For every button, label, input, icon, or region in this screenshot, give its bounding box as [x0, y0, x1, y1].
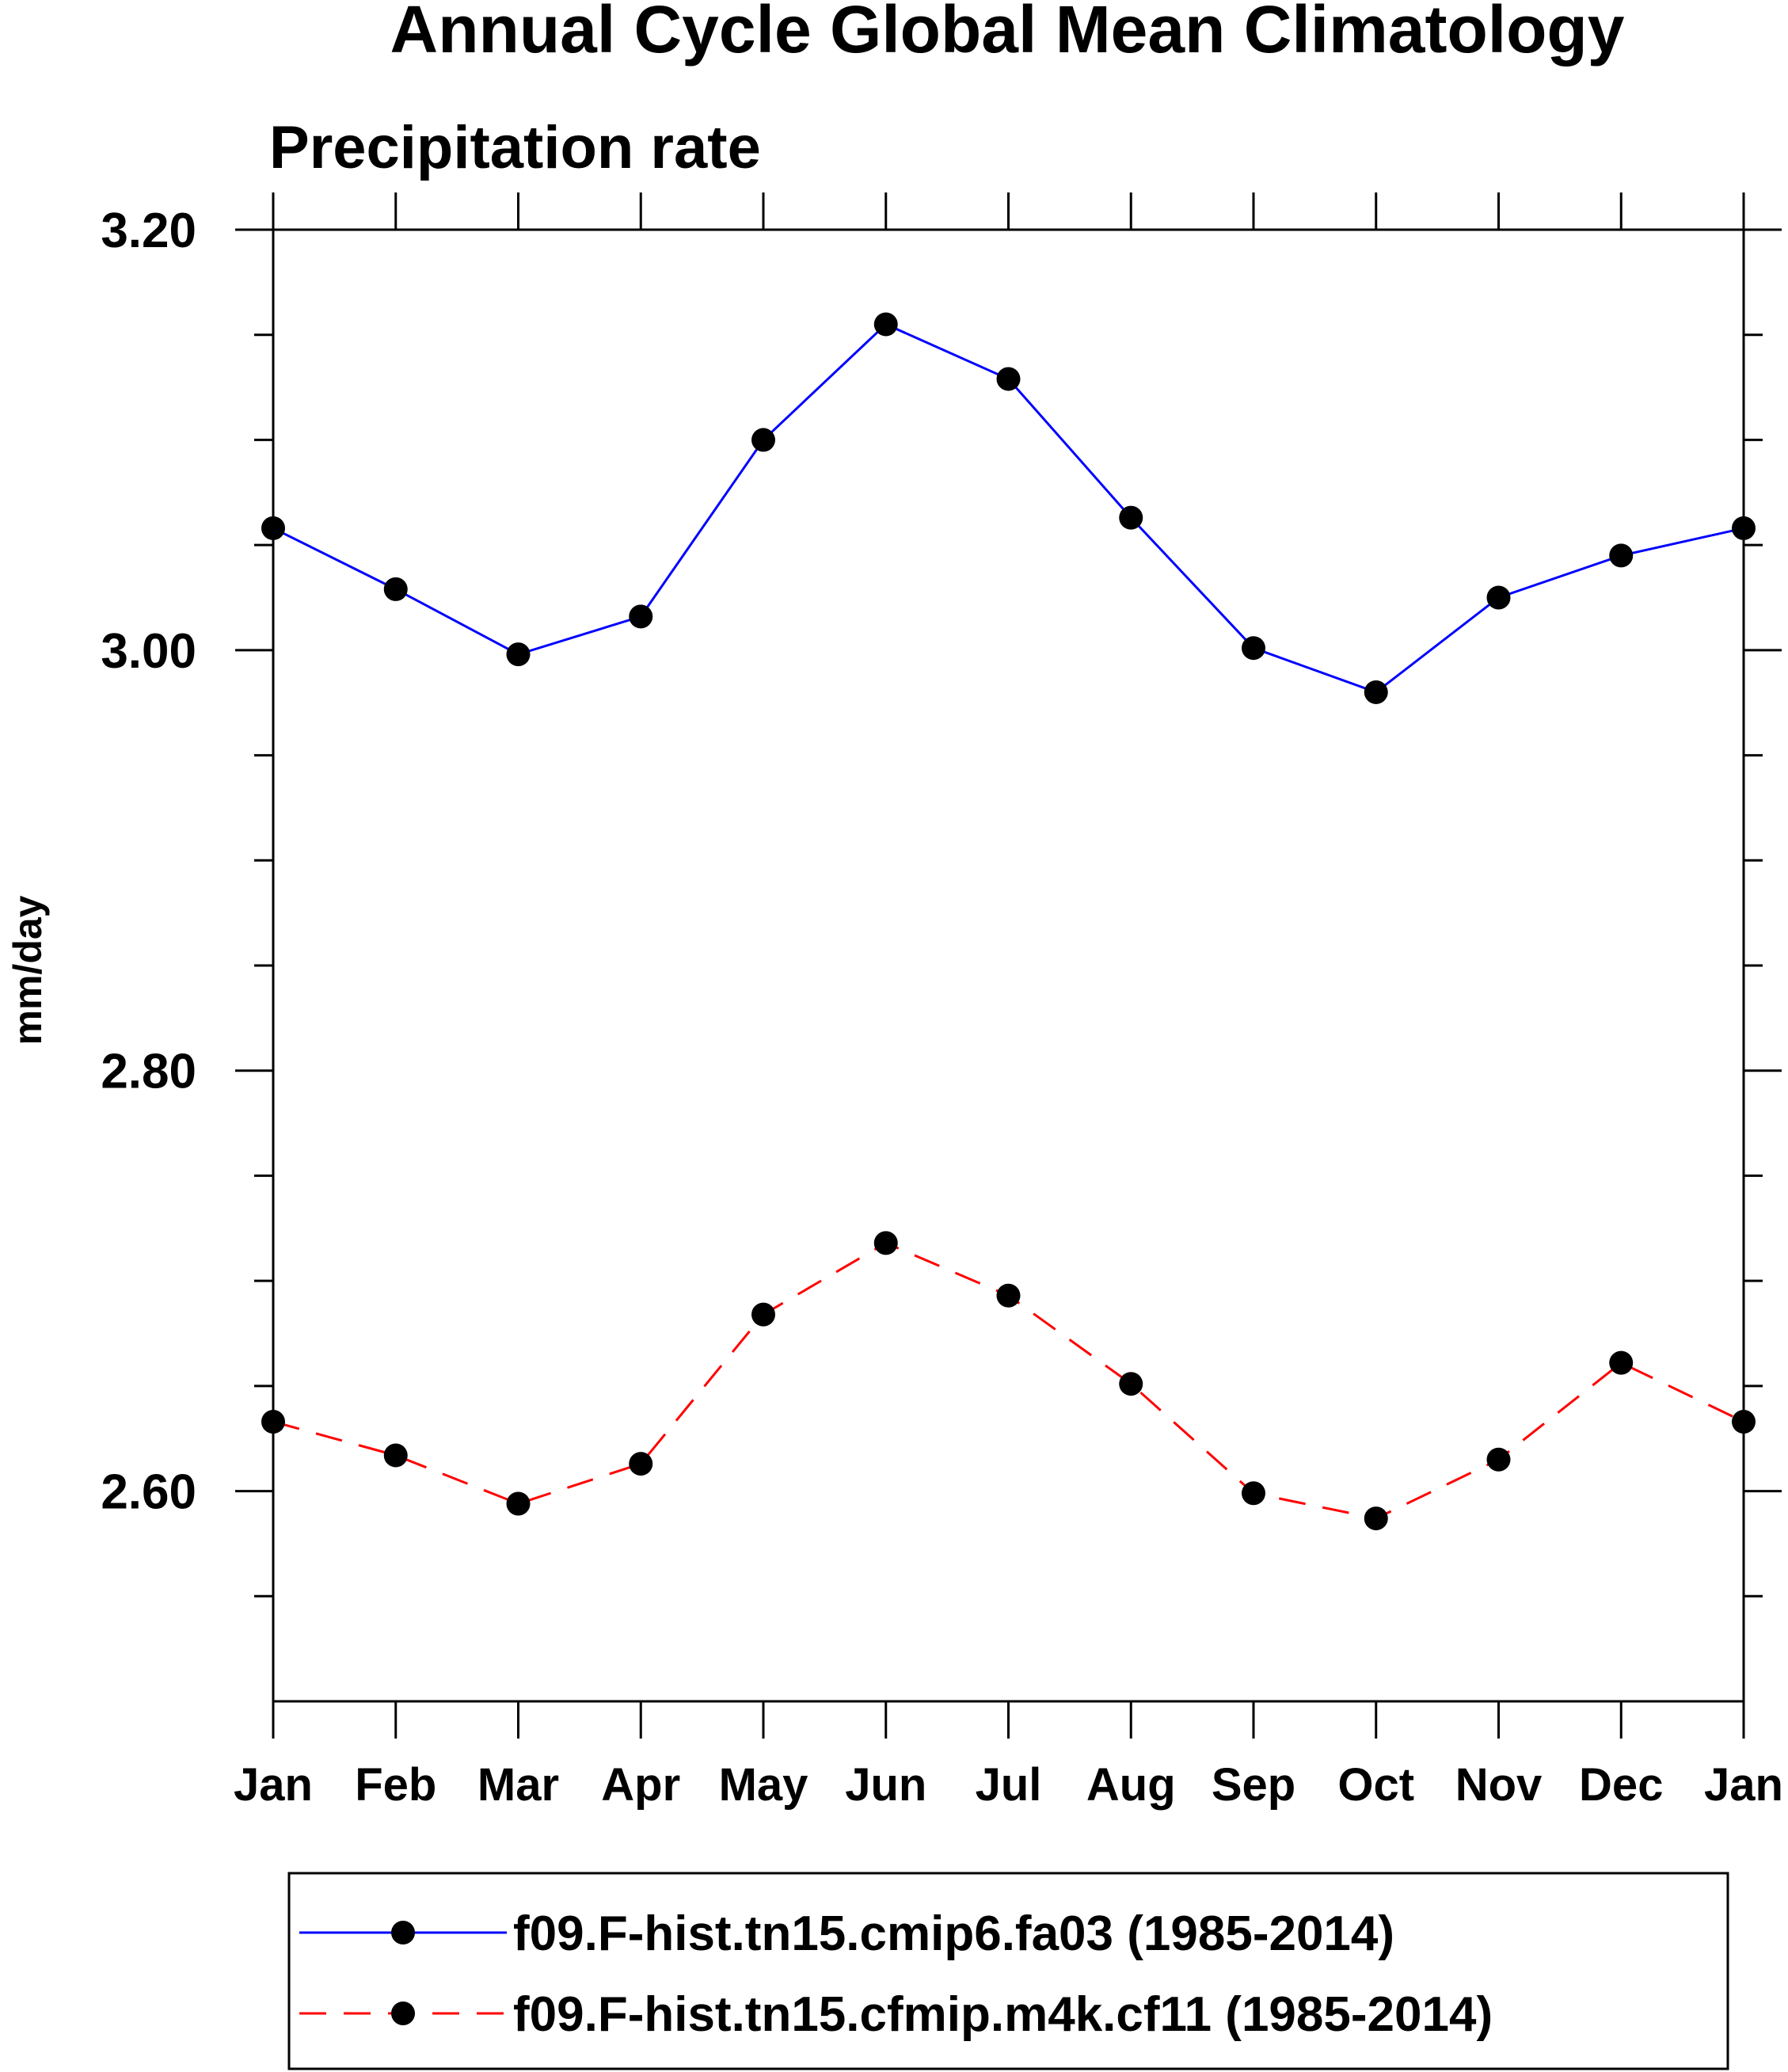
plot-frame [272, 228, 1745, 1703]
x-tick-label: Mar [477, 1759, 559, 1811]
chart-subtitle: Precipitation rate [269, 114, 761, 181]
x-tick-label: Jan [1704, 1759, 1783, 1811]
legend-marker-2 [391, 2002, 415, 2025]
series-1-point [506, 642, 531, 667]
series-2-point [506, 1491, 531, 1516]
series-1-point [629, 604, 653, 629]
y-tick-label: 3.20 [101, 204, 196, 258]
series-1-point [873, 312, 898, 337]
series-1-point [383, 577, 408, 601]
series-1-point [751, 428, 775, 452]
legend-box [287, 1872, 1729, 2070]
series-2-point [996, 1283, 1021, 1308]
legend-label-2: f09.F-hist.tn15.cfmip.m4k.cf11 (1985-201… [513, 1987, 1493, 2042]
legend-label-1: f09.F-hist.tn15.cmip6.fa03 (1985-2014) [513, 1906, 1394, 1961]
series-1-point [1364, 680, 1388, 704]
legend-marker-1 [391, 1921, 415, 1944]
y-tick-label: 2.80 [101, 1045, 196, 1099]
series-1-point [996, 367, 1021, 391]
series-2-point [873, 1231, 898, 1255]
x-tick-label: Jan [234, 1759, 313, 1811]
x-tick-label: Dec [1579, 1759, 1663, 1811]
legend: f09.F-hist.tn15.cmip6.fa03 (1985-2014) f0… [287, 1872, 1729, 2070]
x-tick-label: May [719, 1759, 808, 1811]
x-tick-label: Jun [845, 1759, 926, 1811]
y-tick-label: 2.60 [101, 1465, 196, 1520]
x-tick-label: Apr [601, 1759, 680, 1811]
x-tick-label: Feb [355, 1759, 436, 1811]
x-tick-label: Oct [1337, 1759, 1414, 1811]
series-2-point [751, 1302, 775, 1327]
x-tick-label: Sep [1212, 1759, 1295, 1811]
series-2-point [1609, 1350, 1634, 1375]
series-1-point [1119, 505, 1143, 530]
series-2-point [1242, 1481, 1265, 1506]
series-2-point [1364, 1506, 1388, 1531]
tick-labels: Jan Feb Mar Apr May Jun Jul Aug Sep Oct Nov Dec Jan 2… [101, 204, 1783, 1811]
x-tick-label: Jul [976, 1759, 1042, 1811]
series-2-point [1119, 1372, 1143, 1396]
legend-items: f09.F-hist.tn15.cmip6.fa03 (1985-2014) f0… [299, 1906, 1493, 2042]
series-2-point [383, 1443, 408, 1468]
series-2-point [629, 1452, 653, 1476]
x-tick-label: Nov [1455, 1759, 1543, 1811]
series-2-point [1486, 1447, 1511, 1472]
series-1-point [1242, 636, 1265, 661]
y-axis-label: mm/day [6, 895, 50, 1045]
series-1-point [1609, 543, 1634, 568]
chart-title: Annual Cycle Global Mean Climatology [390, 0, 1625, 67]
axis-ticks [235, 192, 1782, 1739]
y-tick-label: 3.00 [101, 624, 196, 679]
x-tick-label: Aug [1086, 1759, 1176, 1811]
series-1-point [1486, 585, 1511, 610]
series-layer [261, 312, 1756, 1531]
